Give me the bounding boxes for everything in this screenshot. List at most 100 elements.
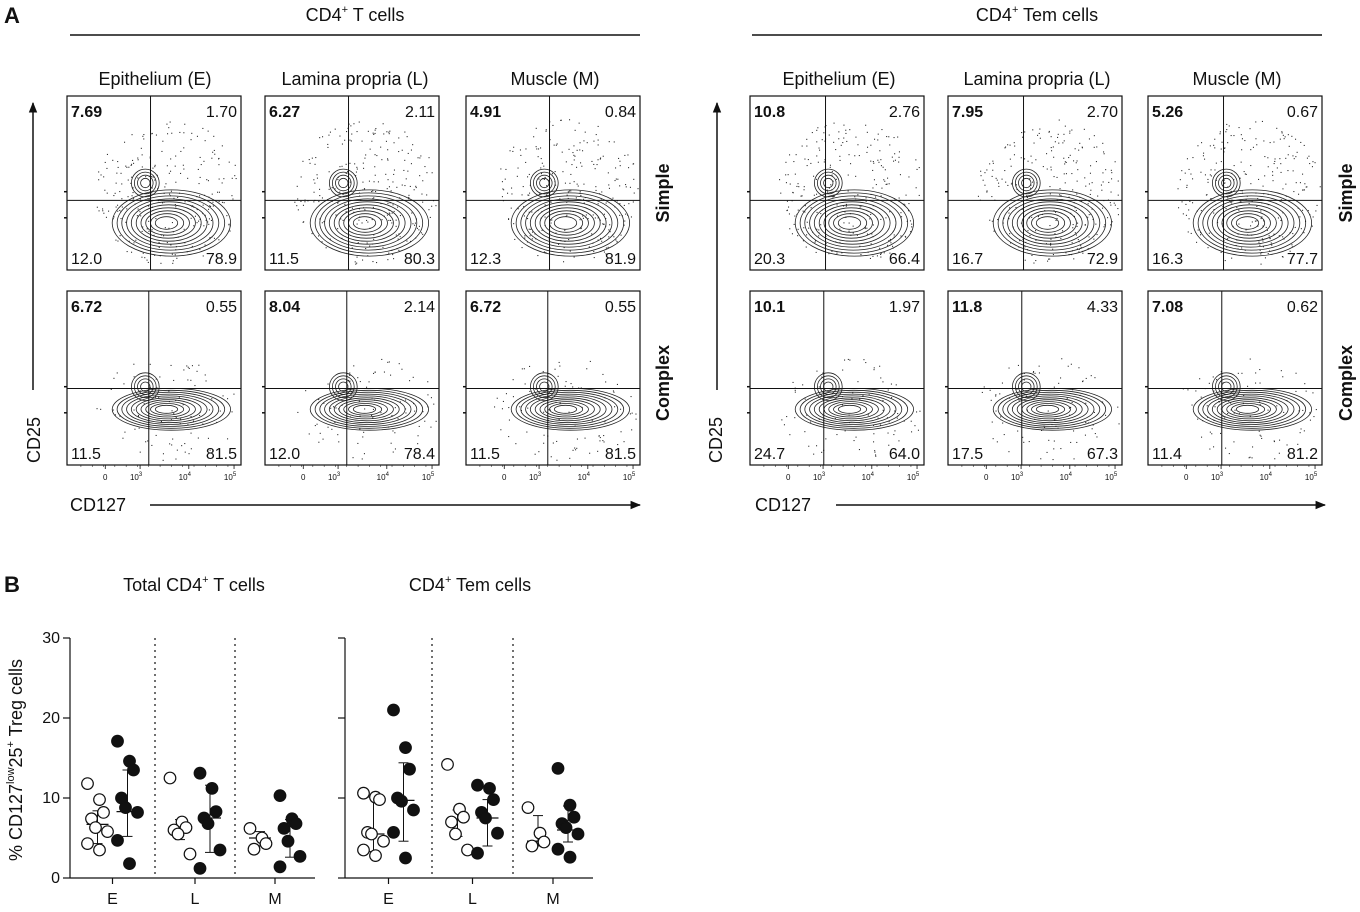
quadrant-upper-right: 1.70 xyxy=(206,104,237,121)
complex-data-point xyxy=(551,842,565,856)
quadrant-lower-right: 78.4 xyxy=(404,446,435,463)
simple-data-point xyxy=(357,786,370,800)
flow-plot-g2-simple-2: 7.95 2.70 16.7 72.9 xyxy=(945,95,1123,271)
quadrant-lower-right: 72.9 xyxy=(1087,251,1118,268)
flow-plot-g2-simple-1: 10.8 2.76 20.3 66.4 xyxy=(747,95,925,271)
g2-cd127-label: CD127 xyxy=(755,495,811,515)
tick-label: 105 xyxy=(907,472,920,482)
quadrant-upper-right: 0.55 xyxy=(605,299,636,316)
dot-charts: 0 10 20 30 E L M E L M xyxy=(42,630,593,908)
quadrant-lower-right: 78.9 xyxy=(206,251,237,268)
flow-plot-frame xyxy=(749,290,925,466)
flow-plot-g2-simple-3: 5.26 0.67 16.3 77.7 xyxy=(1145,95,1323,271)
quadrant-lower-right: 81.9 xyxy=(605,251,636,268)
x-tick-label: M xyxy=(268,891,281,907)
g2-row-complex: Complex xyxy=(1336,345,1356,421)
flow-plot-frame xyxy=(1147,290,1323,466)
complex-data-point xyxy=(205,782,219,795)
simple-data-point xyxy=(93,793,106,806)
flow-plot-g1-simple-2: 6.27 2.11 11.5 80.3 xyxy=(262,95,440,271)
quadrant-upper-left: 6.27 xyxy=(269,104,300,121)
simple-data-point xyxy=(81,777,94,790)
flow-plot-g1-complex-2: 8.04 2.14 12.0 78.4 0 103 104 105 xyxy=(262,290,440,482)
simple-data-point xyxy=(369,849,382,862)
g1-cd127-label: CD127 xyxy=(70,495,126,515)
complex-data-point xyxy=(403,762,416,776)
quadrant-lower-left: 20.3 xyxy=(754,251,785,268)
tick-label: 0 xyxy=(301,473,306,482)
quadrant-upper-left: 10.1 xyxy=(754,299,785,316)
complex-data-point xyxy=(387,826,400,839)
y-tick-label: 10 xyxy=(42,790,60,807)
complex-data-point xyxy=(563,850,577,864)
tick-label: 0 xyxy=(786,473,791,482)
tick-label: 103 xyxy=(1011,472,1024,482)
complex-data-point xyxy=(273,789,287,802)
complex-data-point xyxy=(471,846,484,860)
contour-lines xyxy=(309,168,429,257)
simple-data-point xyxy=(357,843,370,857)
complex-data-point xyxy=(387,703,400,717)
contour-lines xyxy=(794,168,915,257)
tick-label: 104 xyxy=(1060,472,1073,482)
complex-data-point xyxy=(395,794,408,808)
y-tick-label: 0 xyxy=(51,870,60,887)
quadrant-lower-left: 12.0 xyxy=(71,251,102,268)
complex-data-point xyxy=(407,803,420,817)
quadrant-lower-left: 16.3 xyxy=(1152,251,1183,268)
quadrant-upper-right: 1.97 xyxy=(889,299,920,316)
simple-data-point xyxy=(89,821,102,834)
flow-plot-frame xyxy=(66,290,242,466)
quadrant-upper-right: 2.14 xyxy=(404,299,435,316)
complex-data-point xyxy=(213,843,227,857)
flow-plot-g1-simple-1: 7.69 1.70 12.0 78.9 xyxy=(64,95,242,271)
simple-data-point xyxy=(93,843,106,857)
complex-data-point xyxy=(277,822,291,835)
tick-label: 105 xyxy=(1305,472,1318,482)
quadrant-lower-right: 64.0 xyxy=(889,446,920,463)
quadrant-lower-left: 12.0 xyxy=(269,446,300,463)
event-dots xyxy=(96,363,235,461)
event-dots xyxy=(1182,358,1317,460)
g2-col-muscle: Muscle (M) xyxy=(1193,69,1282,89)
flow-plot-frame xyxy=(465,290,641,466)
quadrant-upper-left: 11.8 xyxy=(952,299,982,316)
simple-data-point xyxy=(377,834,390,848)
quadrant-lower-left: 12.3 xyxy=(470,251,501,268)
complex-data-point xyxy=(491,826,504,840)
quadrant-lower-left: 11.4 xyxy=(1152,446,1182,463)
complex-data-point xyxy=(563,798,577,812)
g1-row-complex: Complex xyxy=(653,345,673,421)
simple-data-point xyxy=(373,793,386,806)
simple-data-point xyxy=(247,842,261,856)
complex-data-point xyxy=(293,850,307,863)
g1-col-muscle: Muscle (M) xyxy=(511,69,600,89)
complex-data-point xyxy=(119,801,132,814)
event-dots xyxy=(500,119,639,263)
complex-data-point xyxy=(479,811,492,825)
complex-data-point xyxy=(209,805,223,818)
complex-data-point xyxy=(559,821,573,834)
simple-data-point xyxy=(457,810,470,824)
contour-lines xyxy=(992,372,1113,431)
quadrant-lower-left: 11.5 xyxy=(470,446,500,463)
complex-data-point xyxy=(551,762,565,775)
dot-chart-1: 0 10 20 30 E L M xyxy=(42,630,315,908)
simple-data-point xyxy=(445,815,458,829)
tick-label: 104 xyxy=(862,472,875,482)
simple-data-point xyxy=(101,825,114,838)
quadrant-upper-right: 2.76 xyxy=(889,104,920,121)
g2-cd25-label: CD25 xyxy=(706,417,726,463)
x-tick-label: E xyxy=(383,891,394,907)
quadrant-lower-left: 17.5 xyxy=(952,446,983,463)
tick-label: 105 xyxy=(422,472,435,482)
complex-data-point xyxy=(127,763,140,777)
x-axis-ticks: 0 103 104 105 xyxy=(1161,465,1318,482)
quadrant-lower-right: 67.3 xyxy=(1087,446,1118,463)
quadrant-upper-right: 0.84 xyxy=(605,104,636,121)
quadrant-upper-right: 0.67 xyxy=(1287,104,1318,121)
complex-data-point xyxy=(131,806,144,819)
simple-data-point xyxy=(97,806,110,819)
simple-data-point xyxy=(243,822,257,835)
